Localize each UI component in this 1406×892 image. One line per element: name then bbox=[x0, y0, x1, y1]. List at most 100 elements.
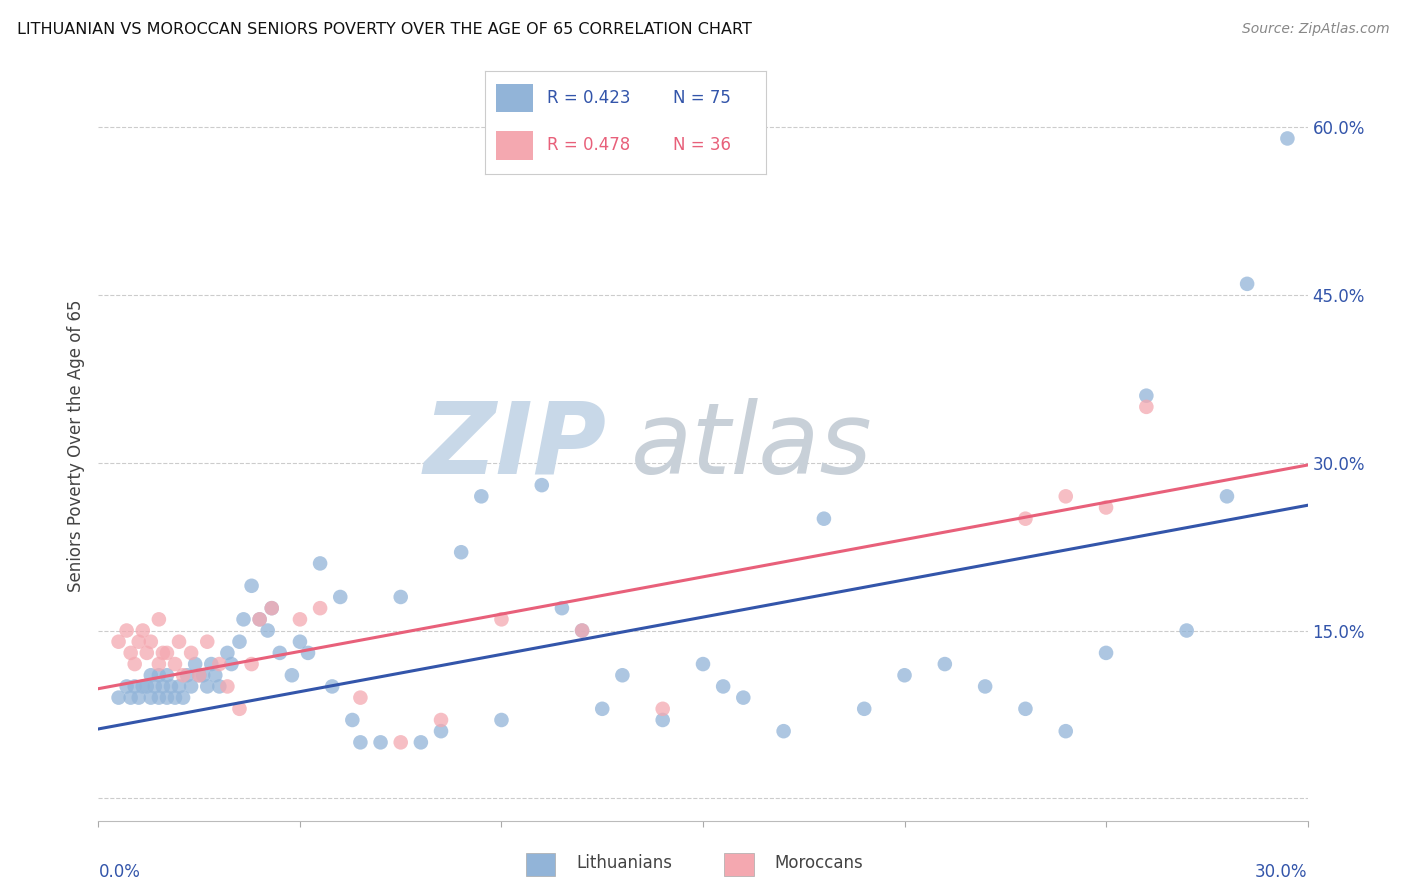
Point bbox=[711, 680, 734, 694]
Text: N = 75: N = 75 bbox=[673, 89, 731, 107]
Point bbox=[195, 634, 218, 648]
Point bbox=[217, 646, 239, 660]
Point bbox=[934, 657, 956, 671]
Point bbox=[1014, 511, 1036, 525]
Point bbox=[172, 690, 194, 705]
Point bbox=[1095, 500, 1118, 515]
Point bbox=[204, 668, 226, 682]
Point bbox=[176, 668, 198, 682]
Point bbox=[135, 680, 157, 694]
Point bbox=[1135, 400, 1157, 414]
Point bbox=[184, 657, 207, 671]
Y-axis label: Seniors Poverty Over the Age of 65: Seniors Poverty Over the Age of 65 bbox=[66, 300, 84, 592]
Point bbox=[1054, 724, 1077, 739]
Text: 0.0%: 0.0% bbox=[98, 863, 141, 881]
Point bbox=[240, 657, 263, 671]
Point bbox=[132, 624, 155, 638]
Point bbox=[163, 690, 186, 705]
Point bbox=[188, 668, 211, 682]
Text: R = 0.478: R = 0.478 bbox=[547, 136, 630, 154]
Text: R = 0.423: R = 0.423 bbox=[547, 89, 630, 107]
Point bbox=[193, 668, 215, 682]
Point bbox=[195, 680, 218, 694]
Point bbox=[124, 657, 146, 671]
Point bbox=[1236, 277, 1258, 291]
Point bbox=[1014, 702, 1036, 716]
Point bbox=[370, 735, 392, 749]
Text: LITHUANIAN VS MOROCCAN SENIORS POVERTY OVER THE AGE OF 65 CORRELATION CHART: LITHUANIAN VS MOROCCAN SENIORS POVERTY O… bbox=[17, 22, 752, 37]
Point bbox=[612, 668, 634, 682]
Point bbox=[156, 646, 179, 660]
Point bbox=[1175, 624, 1198, 638]
Point bbox=[430, 713, 453, 727]
Point bbox=[309, 601, 332, 615]
Point bbox=[135, 646, 157, 660]
Point bbox=[208, 680, 231, 694]
FancyBboxPatch shape bbox=[496, 131, 533, 160]
Point bbox=[530, 478, 553, 492]
Point bbox=[143, 680, 166, 694]
Point bbox=[172, 668, 194, 682]
FancyBboxPatch shape bbox=[724, 853, 754, 876]
Point bbox=[692, 657, 714, 671]
Point bbox=[139, 668, 162, 682]
Point bbox=[228, 702, 250, 716]
Text: Lithuanians: Lithuanians bbox=[576, 855, 672, 872]
Point bbox=[1277, 131, 1299, 145]
Point bbox=[297, 646, 319, 660]
Point bbox=[813, 511, 835, 525]
Point bbox=[156, 668, 179, 682]
Point bbox=[389, 735, 412, 749]
Point bbox=[893, 668, 915, 682]
Point bbox=[200, 657, 222, 671]
Point bbox=[571, 624, 593, 638]
Point bbox=[120, 690, 142, 705]
Point bbox=[167, 634, 190, 648]
Point bbox=[208, 657, 231, 671]
Point bbox=[240, 579, 263, 593]
Text: Moroccans: Moroccans bbox=[775, 855, 863, 872]
Point bbox=[221, 657, 243, 671]
Point bbox=[651, 702, 673, 716]
Point bbox=[288, 612, 311, 626]
Point bbox=[409, 735, 432, 749]
Point bbox=[124, 680, 146, 694]
Point bbox=[256, 624, 278, 638]
Text: 30.0%: 30.0% bbox=[1256, 863, 1308, 881]
Point bbox=[450, 545, 472, 559]
Point bbox=[281, 668, 304, 682]
Point bbox=[309, 557, 332, 571]
Point bbox=[180, 680, 202, 694]
Point bbox=[139, 690, 162, 705]
Point bbox=[148, 690, 170, 705]
Point bbox=[148, 668, 170, 682]
Point bbox=[651, 713, 673, 727]
Point bbox=[180, 646, 202, 660]
Text: atlas: atlas bbox=[630, 398, 872, 494]
Point bbox=[128, 690, 150, 705]
Point bbox=[167, 680, 190, 694]
Point bbox=[551, 601, 574, 615]
Point bbox=[132, 680, 155, 694]
Point bbox=[389, 590, 412, 604]
Point bbox=[160, 680, 183, 694]
Point bbox=[470, 489, 492, 503]
Point bbox=[269, 646, 291, 660]
FancyBboxPatch shape bbox=[496, 84, 533, 112]
Point bbox=[128, 634, 150, 648]
Point bbox=[249, 612, 271, 626]
Point bbox=[853, 702, 876, 716]
Point bbox=[115, 624, 138, 638]
Point bbox=[228, 634, 250, 648]
Text: Source: ZipAtlas.com: Source: ZipAtlas.com bbox=[1241, 22, 1389, 37]
Point bbox=[591, 702, 613, 716]
Point bbox=[1054, 489, 1077, 503]
Point bbox=[321, 680, 343, 694]
Point bbox=[188, 668, 211, 682]
Point bbox=[491, 612, 513, 626]
Point bbox=[139, 634, 162, 648]
Point bbox=[571, 624, 593, 638]
Point bbox=[120, 646, 142, 660]
Point bbox=[156, 690, 179, 705]
Point bbox=[772, 724, 794, 739]
